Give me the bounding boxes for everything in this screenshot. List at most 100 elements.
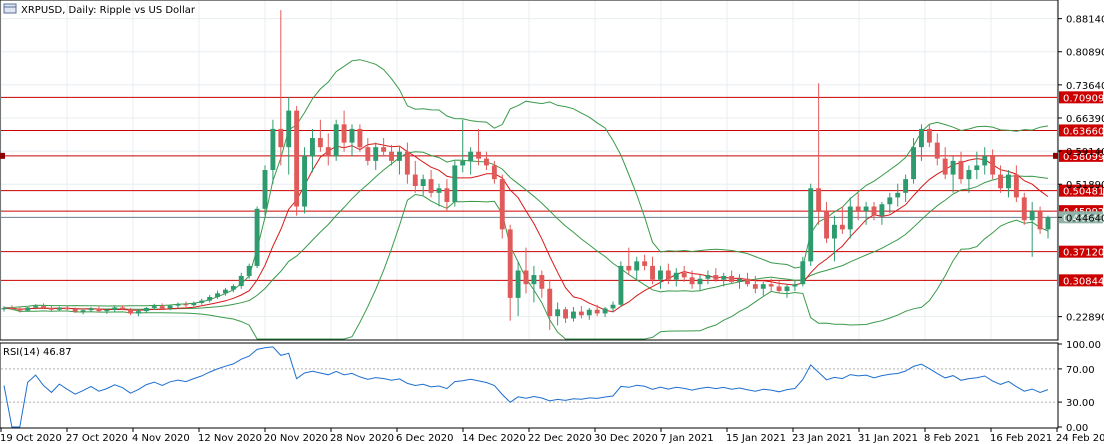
candle-body[interactable] (800, 261, 806, 285)
candle-body[interactable] (745, 278, 750, 285)
candle-body[interactable] (491, 165, 497, 180)
candle-body[interactable] (887, 197, 893, 205)
candle-body[interactable] (531, 275, 537, 285)
candle-body[interactable] (634, 261, 640, 271)
candle-body[interactable] (365, 147, 371, 161)
rsi-pane[interactable] (0, 342, 1059, 429)
candle-body[interactable] (310, 138, 315, 157)
candle-body[interactable] (705, 275, 711, 279)
candle-body[interactable] (871, 206, 877, 216)
candle-body[interactable] (1, 307, 7, 310)
candle-body[interactable] (926, 128, 932, 143)
candle-body[interactable] (468, 151, 474, 161)
candle-body[interactable] (183, 304, 189, 306)
candle-body[interactable] (357, 128, 363, 148)
candle-body[interactable] (855, 206, 861, 212)
candle-body[interactable] (658, 270, 663, 280)
candle-body[interactable] (919, 128, 924, 148)
candle-body[interactable] (325, 147, 331, 157)
candle-body[interactable] (863, 206, 869, 212)
candle-body[interactable] (72, 309, 78, 312)
candle-body[interactable] (578, 311, 584, 316)
candle-body[interactable] (199, 300, 205, 303)
candle-body[interactable] (990, 156, 996, 175)
candle-body[interactable] (1013, 174, 1019, 198)
candle-body[interactable] (610, 304, 616, 309)
candle-body[interactable] (729, 275, 735, 282)
candle-body[interactable] (317, 138, 323, 148)
candle-body[interactable] (460, 160, 466, 166)
candle-body[interactable] (420, 179, 426, 186)
candle-body[interactable] (41, 306, 46, 308)
candle-body[interactable] (1006, 174, 1011, 189)
candle-body[interactable] (476, 151, 481, 159)
candle-body[interactable] (389, 151, 394, 161)
candle-body[interactable] (286, 110, 292, 148)
candle-body[interactable] (942, 158, 948, 175)
candle-body[interactable] (484, 158, 489, 166)
candle-body[interactable] (151, 306, 157, 308)
candle-body[interactable] (768, 284, 774, 287)
candle-body[interactable] (1029, 211, 1035, 221)
candle-body[interactable] (539, 275, 545, 289)
candle-body[interactable] (824, 211, 829, 239)
candle-body[interactable] (784, 286, 790, 292)
candle-body[interactable] (665, 270, 671, 280)
candle-body[interactable] (673, 272, 679, 280)
candle-body[interactable] (650, 265, 655, 280)
candle-body[interactable] (847, 206, 853, 230)
candle-body[interactable] (618, 265, 624, 305)
candle-body[interactable] (80, 310, 86, 312)
candle-body[interactable] (96, 308, 102, 312)
candle-body[interactable] (958, 160, 964, 180)
candle-body[interactable] (895, 192, 901, 198)
candle-body[interactable] (689, 277, 695, 285)
candle-body[interactable] (412, 174, 418, 186)
candle-body[interactable] (547, 288, 553, 317)
candle-body[interactable] (104, 309, 110, 312)
candle-body[interactable] (428, 179, 434, 193)
candle-body[interactable] (33, 306, 39, 308)
candle-body[interactable] (911, 147, 916, 180)
candle-body[interactable] (934, 142, 940, 159)
candle-body[interactable] (175, 304, 181, 306)
candle-body[interactable] (776, 286, 782, 292)
candle-body[interactable] (349, 128, 355, 143)
candle-body[interactable] (404, 151, 410, 175)
candle-body[interactable] (397, 151, 402, 161)
candle-body[interactable] (839, 224, 845, 230)
candle-body[interactable] (602, 308, 608, 314)
candle-body[interactable] (88, 308, 94, 311)
candle-body[interactable] (982, 156, 988, 166)
candle-body[interactable] (1045, 217, 1051, 230)
candle-body[interactable] (523, 270, 529, 285)
candle-body[interactable] (974, 165, 980, 170)
candle-body[interactable] (626, 265, 632, 271)
candle-body[interactable] (563, 309, 568, 319)
candle-body[interactable] (373, 147, 379, 161)
candle-body[interactable] (136, 311, 141, 314)
candle-body[interactable] (207, 296, 213, 301)
candle-body[interactable] (254, 208, 260, 266)
candle-body[interactable] (238, 275, 244, 287)
candle-body[interactable] (333, 124, 339, 157)
candle-body[interactable] (507, 229, 513, 298)
candle-body[interactable] (25, 307, 31, 311)
candle-body[interactable] (832, 224, 837, 239)
candle-body[interactable] (49, 307, 54, 310)
candle-body[interactable] (436, 188, 442, 193)
candle-body[interactable] (167, 305, 173, 309)
candle-body[interactable] (215, 293, 220, 297)
candle-body[interactable] (792, 284, 798, 287)
candle-body[interactable] (223, 289, 228, 294)
candle-body[interactable] (381, 147, 387, 152)
candle-body[interactable] (191, 302, 197, 306)
candle-body[interactable] (499, 179, 505, 230)
candle-body[interactable] (262, 170, 268, 209)
candle-body[interactable] (1021, 197, 1027, 221)
candle-body[interactable] (586, 309, 592, 316)
candle-body[interactable] (302, 156, 307, 207)
candle-body[interactable] (966, 170, 972, 180)
candle-body[interactable] (903, 179, 909, 193)
candle-body[interactable] (230, 286, 236, 290)
